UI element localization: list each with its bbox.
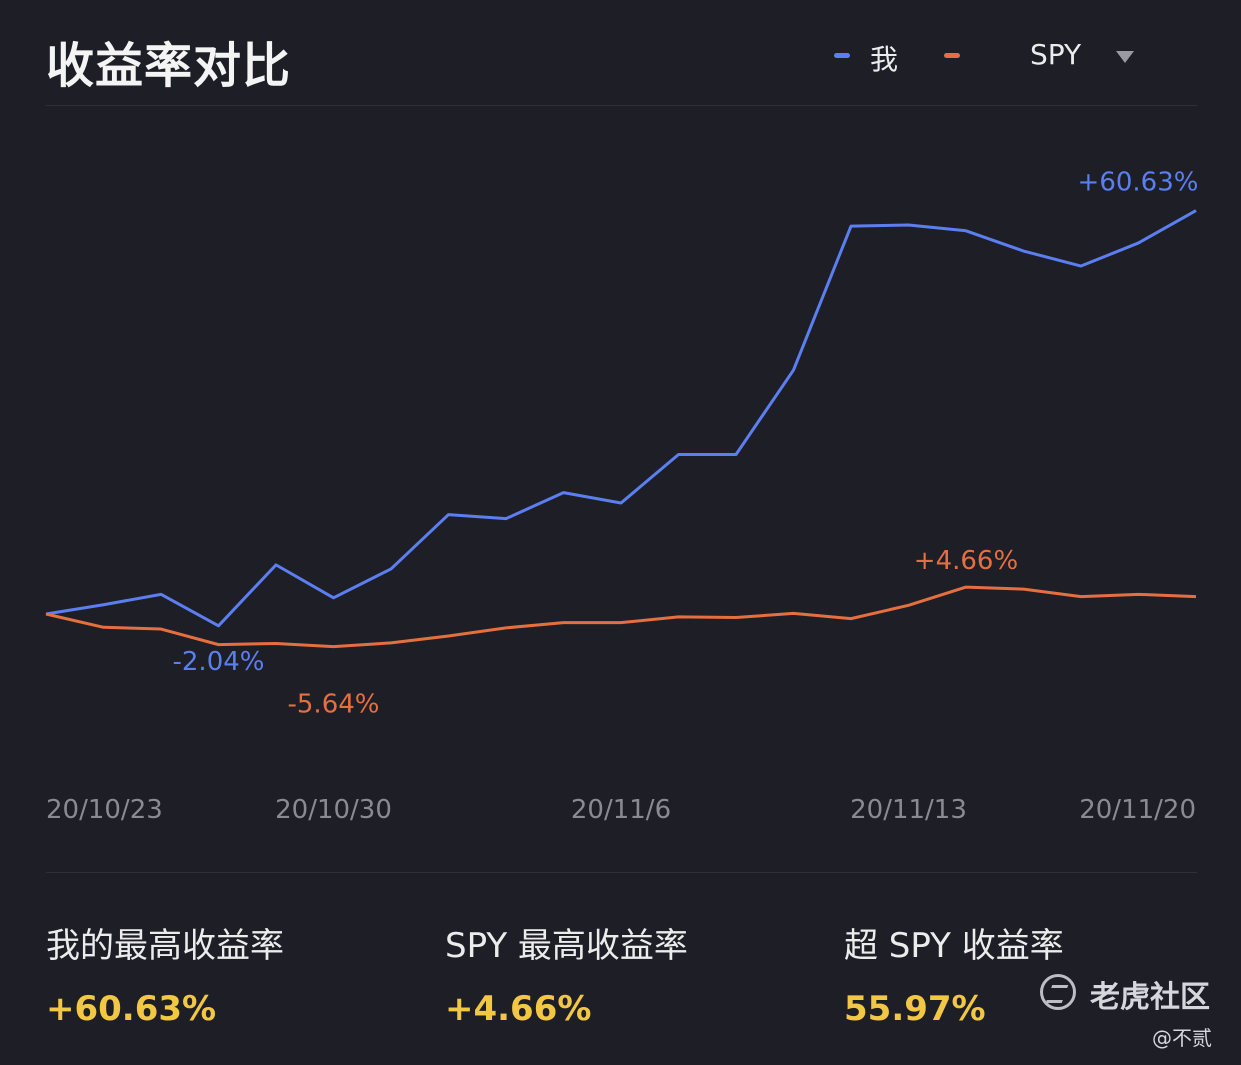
stat-label: 我的最高收益率 [46,926,284,966]
x-tick-label: 20/11/6 [571,795,671,825]
stat-my-max-return: 我的最高收益率 +60.63% [46,918,284,1029]
stat-label: SPY 最高收益率 [445,926,688,966]
tiger-logo-icon [1040,974,1076,1010]
legend-swatch-spy [944,53,960,58]
data-label-spy: +4.66% [914,546,1018,576]
legend-label-spy: SPY [1030,38,1082,71]
legend-label-me: 我 [870,43,899,76]
caret-down-icon[interactable] [1116,51,1134,63]
watermark-user: @不贰 [1152,1026,1212,1050]
bottom-divider [46,872,1197,873]
legend[interactable]: 我 SPY [830,36,1150,76]
stat-value: +4.66% [445,989,592,1029]
data-label-spy: -5.64% [288,690,380,720]
stat-excess-return: 超 SPY 收益率 55.97% [844,918,1064,1029]
stat-label: 超 SPY 收益率 [844,926,1064,966]
chart-title: 收益率对比 [46,38,292,94]
stats-row: 我的最高收益率 +60.63% SPY 最高收益率 +4.66% 超 SPY 收… [0,918,1241,1058]
x-tick-label: 20/11/13 [850,795,967,825]
x-axis-ticks: 20/10/23 20/10/30 20/11/6 20/11/13 20/11/20 [46,795,1196,825]
x-tick-label: 20/10/30 [275,795,392,825]
stat-value: +60.63% [46,989,217,1029]
series-lines [45,209,1197,649]
data-labels: -2.04% -5.64% +4.66% +60.63% [173,168,1199,720]
data-label-me: +60.63% [1078,168,1199,198]
line-chart: -2.04%-5.64%+4.66%+60.63% 20/10/23 20/10/… [45,168,1199,825]
series-line-spy [45,585,1197,649]
stat-value: 55.97% [844,989,986,1029]
legend-swatch-me [834,53,850,58]
top-divider [46,105,1197,106]
x-tick-label: 20/11/20 [1079,795,1196,825]
x-tick-label: 20/10/23 [46,795,163,825]
watermark: 老虎社区 @不贰 [1040,972,1230,1052]
series-line-me [45,209,1197,628]
stat-spy-max-return: SPY 最高收益率 +4.66% [445,918,688,1029]
data-label-me: -2.04% [173,647,265,677]
watermark-brand: 老虎社区 [1090,980,1210,1015]
